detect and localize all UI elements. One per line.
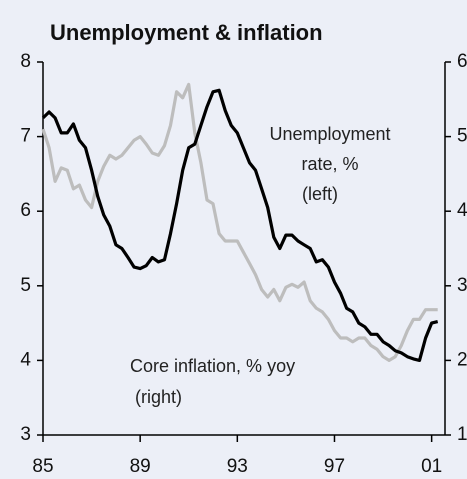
y-tick-label: 5 (20, 275, 31, 296)
y-tick-label: 7 (20, 126, 31, 147)
annotation: Core inflation, % yoy (130, 356, 295, 376)
y-tick-label: 4 (20, 349, 31, 370)
y-tick-label: 3 (20, 424, 31, 445)
annotation: rate, % (301, 154, 358, 174)
chart-title: Unemployment & inflation (50, 20, 323, 45)
x-tick-label: 97 (324, 456, 345, 477)
y2-tick-label: 5 (457, 126, 467, 147)
x-tick-label: 93 (227, 456, 248, 477)
x-tick-label: 89 (130, 456, 151, 477)
y2-tick-label: 4 (457, 200, 467, 221)
annotation: (left) (302, 184, 338, 204)
annotation: Unemployment (269, 124, 390, 144)
y-tick-label: 6 (20, 200, 31, 221)
x-tick-label: 01 (421, 456, 442, 477)
y-tick-label: 8 (20, 51, 31, 72)
y2-tick-label: 6 (457, 51, 467, 72)
y2-tick-label: 1 (457, 424, 467, 445)
data-line (41, 88, 439, 362)
y2-tick-label: 3 (457, 275, 467, 296)
y2-tick-label: 2 (457, 349, 467, 370)
data-line (41, 82, 438, 362)
x-tick-label: 85 (32, 456, 53, 477)
annotation: (right) (135, 387, 182, 407)
